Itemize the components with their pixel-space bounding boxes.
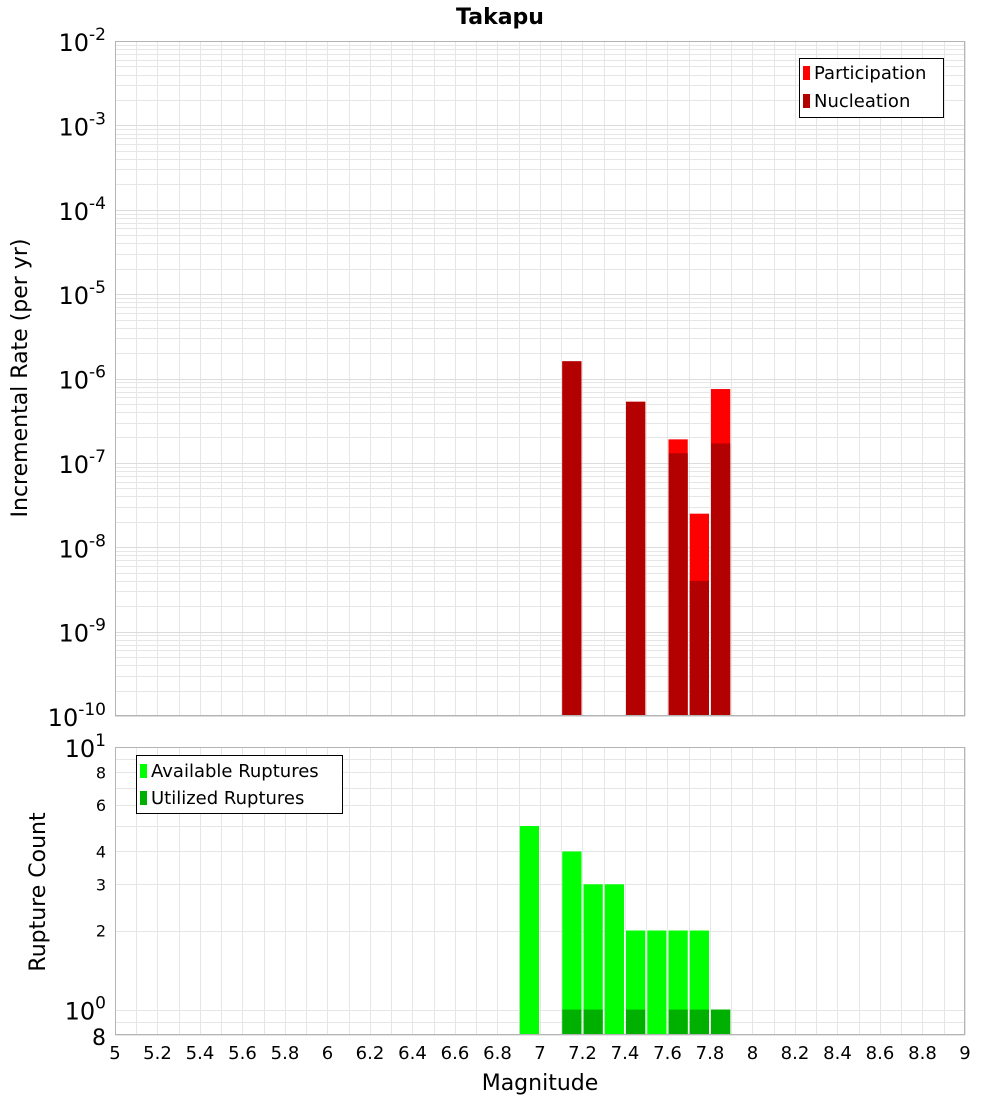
svg-text:10-5: 10-5 bbox=[59, 278, 107, 310]
rate-bar-nucleation bbox=[626, 401, 646, 716]
svg-text:10-8: 10-8 bbox=[59, 531, 107, 563]
count-bar bbox=[562, 851, 582, 1035]
rate-y-tick-label: 10-10 bbox=[48, 700, 106, 732]
count-series-utilized-ruptures bbox=[562, 1009, 731, 1035]
rate-bar-nucleation bbox=[711, 443, 731, 716]
x-tick-label: 7.4 bbox=[611, 1043, 640, 1064]
count-bar bbox=[604, 884, 624, 1035]
svg-text:10-9: 10-9 bbox=[59, 616, 107, 648]
x-tick-label: 8.8 bbox=[908, 1043, 937, 1064]
rate-legend-swatch bbox=[803, 66, 810, 80]
x-axis-label: Magnitude bbox=[482, 1071, 599, 1096]
count-bar bbox=[647, 930, 667, 1035]
rate-bar-nucleation bbox=[562, 361, 582, 716]
count-bar bbox=[711, 1009, 731, 1035]
rate-y-tick-label: 10-7 bbox=[59, 447, 107, 479]
x-tick-label: 7.8 bbox=[696, 1043, 725, 1064]
count-bar bbox=[562, 1009, 582, 1035]
rate-y-tick-label: 10-9 bbox=[59, 616, 107, 648]
svg-text:10-7: 10-7 bbox=[59, 447, 107, 479]
count-legend-swatch bbox=[140, 791, 147, 805]
svg-text:100: 100 bbox=[65, 994, 106, 1026]
rate-y-tick-label: 10-3 bbox=[59, 109, 107, 141]
count-bar bbox=[626, 930, 646, 1035]
count-plot-frame bbox=[115, 747, 965, 1035]
rate-plot: 10-2 10-3 10-4 10-5 10-6 10-7 10-8 10-9 10-10 Par… bbox=[48, 25, 966, 732]
rate-legend: Participation Nucleation bbox=[799, 58, 944, 118]
x-tick-label: 8 bbox=[747, 1043, 758, 1064]
count-bar bbox=[583, 884, 603, 1035]
x-tick-label: 5.2 bbox=[143, 1043, 172, 1064]
x-tick-label: 5.6 bbox=[228, 1043, 257, 1064]
x-tick-label: 6.6 bbox=[441, 1043, 470, 1064]
x-tick-label: 6.8 bbox=[483, 1043, 512, 1064]
rate-legend-swatch bbox=[803, 94, 810, 108]
count-bar bbox=[668, 930, 688, 1035]
count-legend-label: Available Ruptures bbox=[151, 761, 319, 782]
count-series-available-ruptures bbox=[519, 826, 731, 1035]
count-y-tick-label: 2 bbox=[96, 922, 106, 941]
count-legend: Available Ruptures Utilized Ruptures bbox=[136, 755, 343, 814]
count-y-tick-label: 3 bbox=[96, 875, 106, 894]
svg-text:10-4: 10-4 bbox=[59, 194, 107, 226]
x-tick-label: 9 bbox=[959, 1043, 970, 1064]
count-y-tick-label: 6 bbox=[96, 796, 106, 815]
rate-y-tick-label: 10-8 bbox=[59, 531, 107, 563]
rate-series-nucleation bbox=[562, 361, 731, 716]
rate-grid bbox=[115, 41, 966, 717]
svg-text:10-2: 10-2 bbox=[59, 25, 107, 57]
svg-text:10-10: 10-10 bbox=[48, 700, 106, 732]
count-bar bbox=[519, 826, 539, 1035]
count-bar bbox=[626, 1009, 646, 1035]
rate-plot-frame bbox=[115, 41, 965, 716]
rate-y-axis-label: Incremental Rate (per yr) bbox=[8, 239, 33, 518]
x-tick-label: 6.4 bbox=[398, 1043, 427, 1064]
count-bar bbox=[689, 930, 709, 1035]
x-tick-label: 5.8 bbox=[271, 1043, 300, 1064]
x-tick-label: 8.6 bbox=[866, 1043, 895, 1064]
rate-bar-nucleation bbox=[668, 453, 688, 716]
rate-bar-nucleation bbox=[689, 580, 709, 716]
count-legend-box bbox=[136, 755, 343, 814]
count-y-tick-label: 100 bbox=[65, 994, 106, 1026]
count-y-tick-label: 8 bbox=[96, 763, 106, 782]
x-tick-label: 5 bbox=[109, 1043, 120, 1064]
rate-y-tick-label: 10-5 bbox=[59, 278, 107, 310]
svg-text:10-6: 10-6 bbox=[59, 363, 107, 395]
rate-y-tick-label: 10-6 bbox=[59, 363, 107, 395]
count-y-tick-label: 101 bbox=[65, 731, 106, 763]
x-tick-label: 5.4 bbox=[186, 1043, 215, 1064]
rate-y-tick-label: 10-2 bbox=[59, 25, 107, 57]
count-legend-swatch bbox=[140, 764, 147, 778]
x-tick-label: 7.6 bbox=[653, 1043, 682, 1064]
rate-legend-label: Nucleation bbox=[814, 91, 910, 112]
count-bar bbox=[689, 1009, 709, 1035]
count-bar bbox=[583, 1009, 603, 1035]
svg-text:10-3: 10-3 bbox=[59, 109, 107, 141]
x-tick-label: 7.2 bbox=[568, 1043, 597, 1064]
rate-legend-box bbox=[799, 58, 944, 118]
rate-legend-label: Participation bbox=[814, 63, 926, 84]
chart-title: Takapu bbox=[456, 5, 544, 30]
x-tick-label: 6.2 bbox=[356, 1043, 385, 1064]
count-y-tick-label: 4 bbox=[96, 842, 106, 861]
rate-y-tick-label: 10-4 bbox=[59, 194, 107, 226]
count-y-tick-label: 8 bbox=[92, 1026, 106, 1051]
count-legend-label: Utilized Ruptures bbox=[151, 788, 304, 809]
x-tick-label: 7 bbox=[534, 1043, 545, 1064]
svg-text:101: 101 bbox=[65, 731, 106, 763]
x-tick-label: 8.2 bbox=[781, 1043, 810, 1064]
count-y-axis-label: Rupture Count bbox=[26, 812, 51, 972]
x-tick-label: 6 bbox=[322, 1043, 333, 1064]
count-bar bbox=[668, 1009, 688, 1035]
x-tick-label: 8.4 bbox=[823, 1043, 852, 1064]
